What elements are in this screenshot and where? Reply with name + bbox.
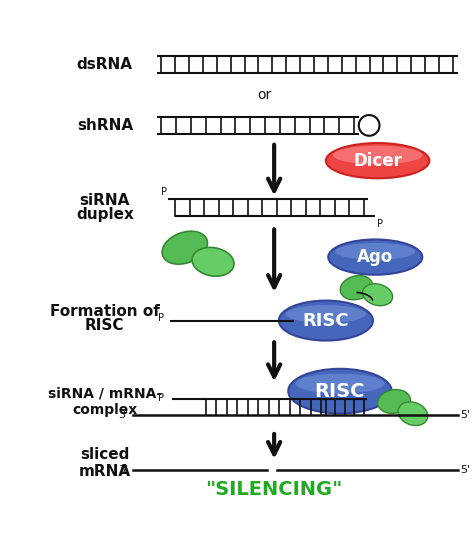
Text: siRNA / mRNA-: siRNA / mRNA- — [48, 386, 162, 400]
Text: P: P — [377, 219, 383, 229]
Text: sliced: sliced — [80, 447, 129, 462]
Text: siRNA: siRNA — [80, 193, 130, 208]
Ellipse shape — [295, 374, 385, 393]
Ellipse shape — [326, 143, 429, 179]
Ellipse shape — [328, 239, 422, 274]
Text: complex: complex — [72, 403, 137, 417]
Text: duplex: duplex — [76, 207, 134, 222]
Text: 5': 5' — [460, 465, 470, 475]
Text: 5': 5' — [460, 410, 470, 419]
Ellipse shape — [288, 369, 392, 414]
Ellipse shape — [192, 247, 234, 276]
Ellipse shape — [162, 231, 208, 264]
Ellipse shape — [333, 146, 422, 165]
Ellipse shape — [363, 284, 392, 306]
Text: dsRNA: dsRNA — [77, 57, 133, 72]
Text: shRNA: shRNA — [77, 118, 133, 133]
Text: Ago: Ago — [357, 248, 393, 266]
Text: Dicer: Dicer — [353, 152, 402, 169]
Ellipse shape — [340, 276, 373, 300]
Text: P: P — [158, 393, 164, 403]
Text: Formation of: Formation of — [50, 304, 160, 319]
Text: or: or — [258, 88, 272, 102]
Text: mRNA: mRNA — [79, 464, 131, 479]
Text: P: P — [158, 313, 164, 323]
Text: RISC: RISC — [85, 318, 125, 333]
Text: 3': 3' — [118, 410, 128, 419]
Text: P: P — [161, 187, 167, 197]
Ellipse shape — [286, 305, 366, 323]
Text: RISC: RISC — [302, 312, 349, 329]
Text: 3': 3' — [118, 465, 128, 475]
Text: "SILENCING": "SILENCING" — [205, 480, 343, 499]
Ellipse shape — [279, 301, 373, 341]
Ellipse shape — [335, 243, 415, 260]
Text: RISC: RISC — [315, 382, 365, 401]
Ellipse shape — [398, 402, 428, 425]
Ellipse shape — [378, 390, 410, 414]
